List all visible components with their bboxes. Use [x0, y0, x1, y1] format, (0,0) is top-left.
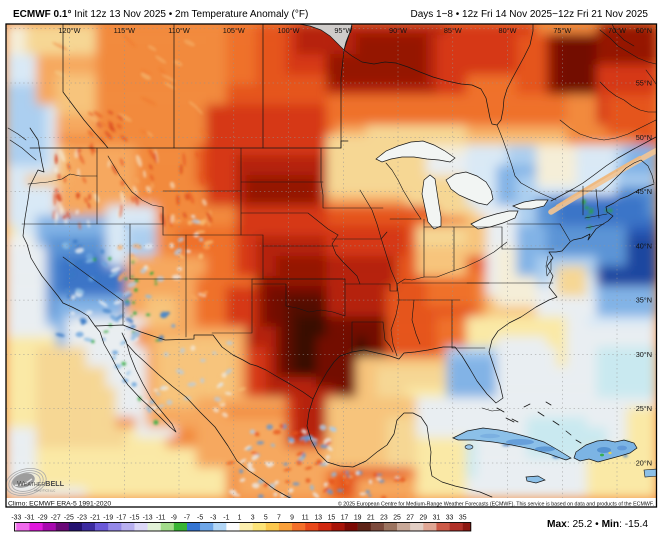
svg-text:50°N: 50°N	[636, 133, 652, 142]
svg-text:-17: -17	[116, 515, 126, 522]
svg-text:-3: -3	[210, 515, 216, 522]
svg-text:105°W: 105°W	[223, 26, 245, 35]
svg-text:Days 1−8 • 12z Fri 14 Nov 2025: Days 1−8 • 12z Fri 14 Nov 2025−12z Fri 2…	[410, 9, 648, 20]
svg-text:-19: -19	[103, 515, 113, 522]
svg-text:3: 3	[251, 515, 255, 522]
svg-text:7: 7	[277, 515, 281, 522]
svg-text:75°W: 75°W	[553, 26, 571, 35]
svg-text:-31: -31	[24, 515, 34, 522]
svg-text:60°N: 60°N	[636, 26, 652, 35]
svg-text:-13: -13	[143, 515, 153, 522]
svg-text:Max: 25.2 • Min: -15.4: Max: 25.2 • Min: -15.4	[547, 519, 648, 530]
svg-text:5: 5	[264, 515, 268, 522]
svg-text:33: 33	[446, 515, 454, 522]
svg-text:1: 1	[238, 515, 242, 522]
svg-text:-25: -25	[64, 515, 74, 522]
svg-text:-9: -9	[171, 515, 177, 522]
svg-text:-1: -1	[223, 515, 229, 522]
svg-text:20°N: 20°N	[636, 459, 652, 468]
svg-text:© 2025 European Centre for Med: © 2025 European Centre for Medium-Range …	[338, 501, 654, 508]
svg-text:40°N: 40°N	[636, 241, 652, 250]
svg-text:115°W: 115°W	[114, 26, 136, 35]
svg-text:Climo: ECMWF ERA-5 1991-2020: Climo: ECMWF ERA-5 1991-2020	[8, 501, 111, 508]
svg-text:30°N: 30°N	[636, 350, 652, 359]
svg-text:45°N: 45°N	[636, 187, 652, 196]
svg-text:31: 31	[433, 515, 441, 522]
svg-text:23: 23	[380, 515, 388, 522]
svg-text:WEATHERBELL: WEATHERBELL	[17, 479, 65, 488]
svg-text:110°W: 110°W	[168, 26, 190, 35]
svg-text:80°W: 80°W	[499, 26, 517, 35]
svg-text:ANALYTICS LLC: ANALYTICS LLC	[34, 489, 55, 493]
svg-text:55°N: 55°N	[636, 79, 652, 88]
svg-text:95°W: 95°W	[334, 26, 352, 35]
svg-text:-29: -29	[38, 515, 48, 522]
svg-text:15: 15	[328, 515, 336, 522]
svg-text:ECMWF 0.1° Init 12z 13 Nov 202: ECMWF 0.1° Init 12z 13 Nov 2025 • 2m Tem…	[13, 9, 308, 20]
svg-text:25: 25	[393, 515, 401, 522]
svg-text:85°W: 85°W	[444, 26, 462, 35]
svg-text:-27: -27	[51, 515, 61, 522]
svg-text:120°W: 120°W	[59, 26, 81, 35]
svg-text:90°W: 90°W	[389, 26, 407, 35]
svg-text:13: 13	[314, 515, 322, 522]
svg-text:-23: -23	[77, 515, 87, 522]
svg-text:19: 19	[354, 515, 362, 522]
svg-text:21: 21	[367, 515, 375, 522]
svg-text:35: 35	[459, 515, 467, 522]
svg-text:29: 29	[419, 515, 427, 522]
svg-text:-5: -5	[197, 515, 203, 522]
svg-text:70°W: 70°W	[608, 26, 626, 35]
svg-text:17: 17	[341, 515, 349, 522]
svg-text:35°N: 35°N	[636, 296, 652, 305]
svg-text:27: 27	[406, 515, 414, 522]
svg-text:25°N: 25°N	[636, 404, 652, 413]
svg-text:100°W: 100°W	[278, 26, 300, 35]
svg-text:11: 11	[302, 515, 309, 522]
svg-text:9: 9	[290, 515, 294, 522]
svg-text:-33: -33	[11, 515, 21, 522]
svg-text:-7: -7	[184, 515, 190, 522]
svg-text:-21: -21	[90, 515, 100, 522]
svg-text:-11: -11	[156, 515, 166, 522]
svg-text:-15: -15	[129, 515, 139, 522]
